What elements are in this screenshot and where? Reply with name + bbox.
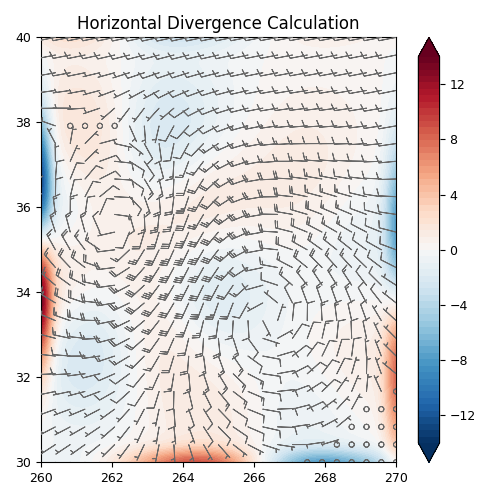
- PathPatch shape: [418, 38, 440, 56]
- PathPatch shape: [418, 443, 440, 462]
- Title: Horizontal Divergence Calculation: Horizontal Divergence Calculation: [77, 15, 360, 33]
